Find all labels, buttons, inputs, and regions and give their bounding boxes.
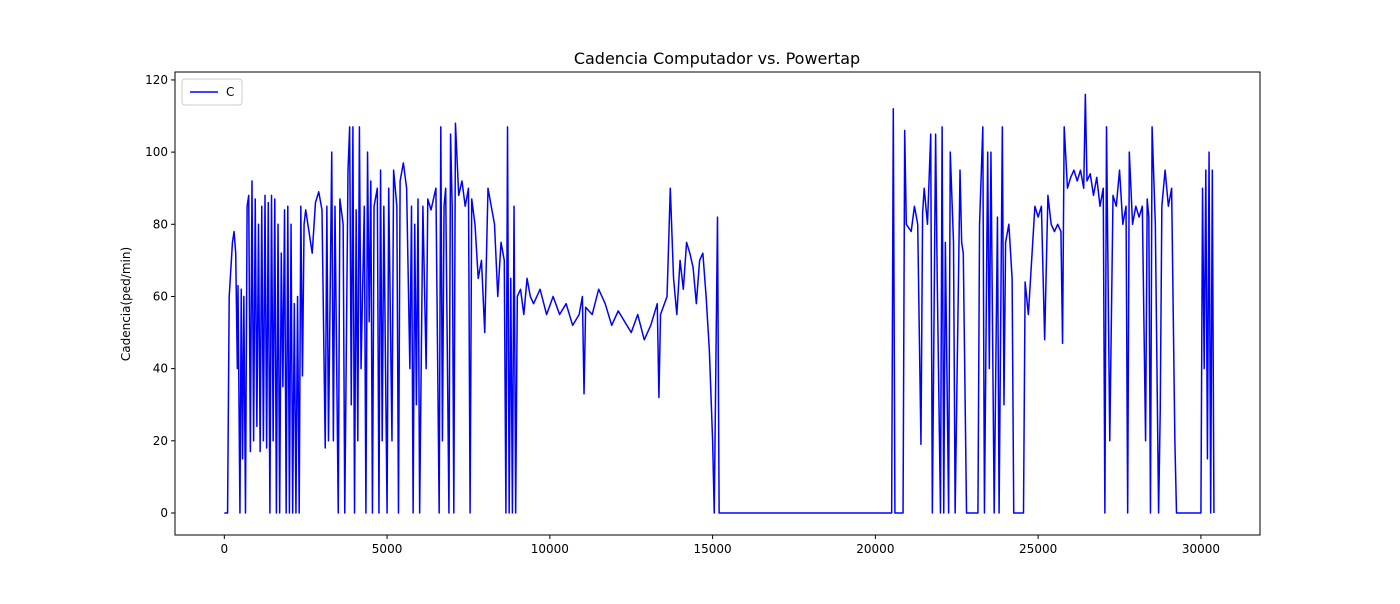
data-line — [224, 93, 1215, 514]
x-tick-label: 30000 — [1182, 542, 1220, 556]
y-tick-label: 60 — [153, 289, 168, 303]
chart-title: Cadencia Computador vs. Powertap — [574, 49, 860, 68]
y-tick-label: 0 — [160, 506, 168, 520]
x-tick-label: 0 — [220, 542, 228, 556]
y-tick-label: 100 — [145, 145, 168, 159]
y-tick-label: 40 — [153, 362, 168, 376]
plot-frame — [174, 71, 1261, 536]
x-tick-label: 15000 — [694, 542, 732, 556]
x-tick-label: 10000 — [531, 542, 569, 556]
x-tick-label: 20000 — [856, 542, 894, 556]
y-tick-label: 120 — [145, 73, 168, 87]
x-tick-label: 25000 — [1019, 542, 1057, 556]
legend-label: C — [226, 85, 234, 99]
y-axis-label: Cadencia(ped/min) — [119, 247, 133, 361]
y-tick-label: 80 — [153, 217, 168, 231]
y-tick-label: 20 — [153, 434, 168, 448]
x-tick-label: 5000 — [372, 542, 403, 556]
